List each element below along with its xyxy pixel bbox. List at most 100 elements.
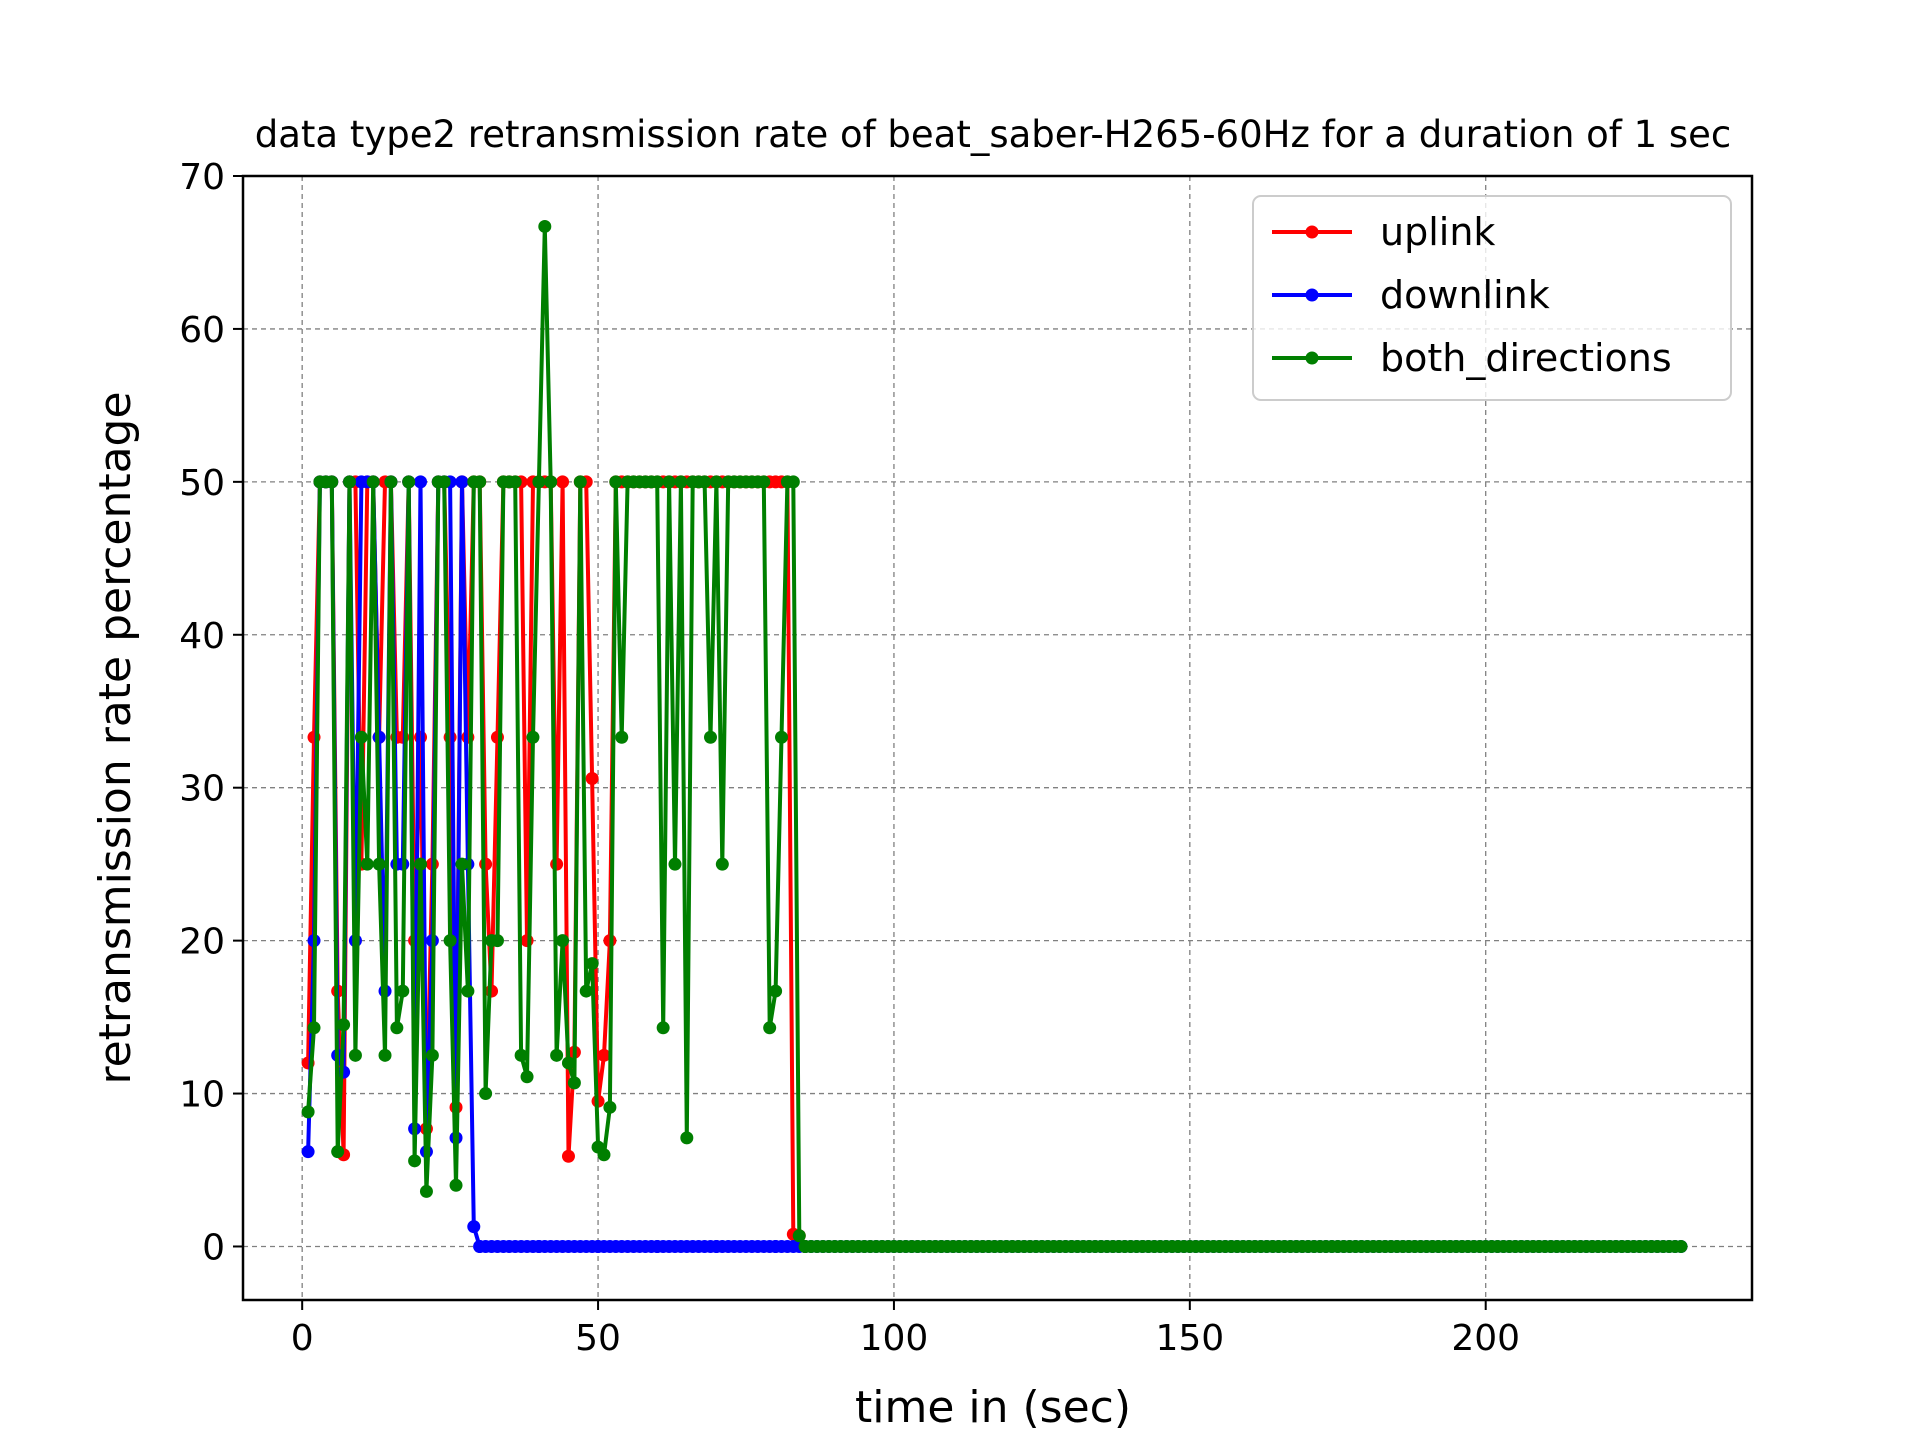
legend-box [1252,195,1732,401]
data-point-both_directions [650,475,664,489]
data-point-downlink [467,1220,481,1234]
data-point-both_directions [384,475,398,489]
data-point-both_directions [325,475,339,489]
data-point-both_directions [550,1048,564,1062]
data-point-both_directions [372,857,386,871]
y-tick-label: 10 [179,1075,225,1116]
y-tick-label: 20 [179,922,225,963]
data-point-both_directions [419,1184,433,1198]
data-point-both_directions [366,475,380,489]
data-point-both_directions [544,475,558,489]
data-point-both_directions [567,1076,581,1090]
y-tick-label: 50 [179,463,225,504]
data-point-both_directions [425,1048,439,1062]
data-point-both_directions [449,1178,463,1192]
data-point-uplink [597,1048,611,1062]
data-point-both_directions [561,1056,575,1070]
y-tick-label: 0 [202,1227,225,1268]
data-point-both_directions [378,1048,392,1062]
data-point-both_directions [656,1021,670,1035]
legend-marker-downlink [1305,288,1319,302]
data-point-both_directions [573,475,587,489]
data-point-both_directions [414,857,428,871]
data-point-both_directions [490,934,504,948]
data-point-both_directions [609,475,623,489]
data-point-both_directions [757,475,771,489]
data-point-both_directions [662,475,676,489]
y-tick-label: 40 [179,616,225,657]
legend-marker-both_directions [1305,351,1319,365]
axis-ticks: 0 50 100 150 200 0 10 20 30 40 50 60 70 [179,157,1520,1359]
legend-label-downlink: downlink [1380,273,1550,317]
x-axis-label: time in (sec) [855,1382,1131,1433]
data-point-both_directions [775,730,789,744]
x-tick-label: 0 [291,1318,314,1359]
data-point-both_directions [769,984,783,998]
data-point-uplink [479,857,493,871]
data-point-both_directions [786,475,800,489]
data-point-both_directions [703,730,717,744]
data-point-both_directions [473,475,487,489]
data-point-downlink [301,1145,315,1159]
data-point-both_directions [792,1229,806,1243]
data-point-both_directions [337,1018,351,1032]
data-point-both_directions [526,730,540,744]
data-point-both_directions [331,1145,345,1159]
y-tick-label: 30 [179,769,225,810]
series-both_directions [301,219,1688,1253]
data-point-both_directions [343,475,357,489]
data-point-both_directions [408,1154,422,1168]
data-point-both_directions [437,475,451,489]
data-point-both_directions [360,857,374,871]
data-point-both_directions [579,984,593,998]
data-point-both_directions [615,730,629,744]
data-point-uplink [585,772,599,786]
y-tick-label: 60 [179,310,225,351]
data-point-both_directions [307,1021,321,1035]
x-tick-label: 50 [575,1318,621,1359]
data-point-both_directions [709,475,723,489]
data-point-uplink [556,475,570,489]
data-point-uplink [561,1149,575,1163]
data-point-both_directions [520,1070,534,1084]
legend-marker-uplink [1305,225,1319,239]
data-point-both_directions [668,857,682,871]
data-point-both_directions [479,1087,493,1101]
data-point-both_directions [461,984,475,998]
data-point-both_directions [556,934,570,948]
data-point-both_directions [698,475,712,489]
data-point-both_directions [348,1048,362,1062]
data-point-both_directions [514,1048,528,1062]
x-tick-label: 100 [860,1318,929,1359]
series-layer [301,219,1688,1253]
data-point-both_directions [390,1021,404,1035]
y-tick-label: 70 [179,157,225,198]
data-point-both_directions [396,984,410,998]
data-point-both_directions [715,857,729,871]
data-point-both_directions [674,475,688,489]
data-point-both_directions [301,1105,315,1119]
data-point-both_directions [354,730,368,744]
plot-frame [241,174,1754,1302]
data-point-both_directions [603,1100,617,1114]
data-point-both_directions [443,934,457,948]
data-point-both_directions [763,1021,777,1035]
data-point-both_directions [597,1148,611,1162]
data-point-uplink [520,934,534,948]
y-axis-label: retransmission rate percentage [90,391,141,1084]
chart-title: data type2 retransmission rate of beat_s… [255,113,1732,156]
data-point-both_directions [538,219,552,233]
data-point-downlink [414,475,428,489]
legend: uplink downlink both_directions [1252,195,1732,401]
x-tick-label: 200 [1451,1318,1520,1359]
legend-label-uplink: uplink [1380,210,1495,254]
data-point-both_directions [508,475,522,489]
x-tick-label: 150 [1155,1318,1224,1359]
data-point-uplink [414,730,428,744]
series-downlink [301,475,1688,1253]
data-point-downlink [455,475,469,489]
data-point-both_directions [680,1131,694,1145]
data-point-both_directions [532,475,546,489]
data-point-both_directions [455,857,469,871]
